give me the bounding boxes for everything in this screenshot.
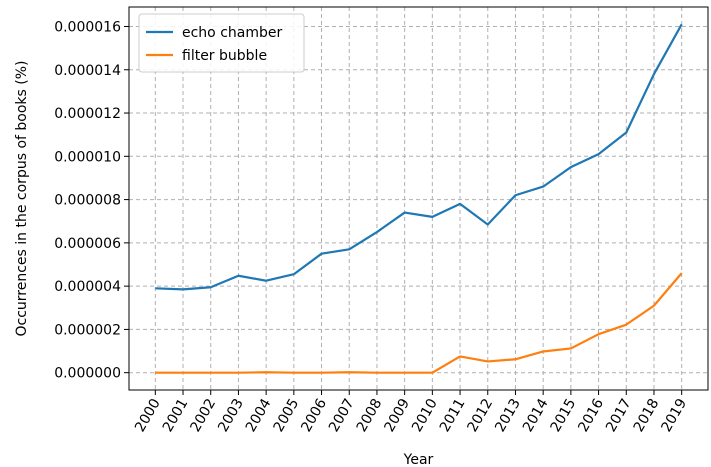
x-tick-label: 2018: [631, 396, 663, 435]
x-tick-label: 2003: [215, 396, 247, 435]
x-tick-label: 2016: [575, 396, 607, 435]
y-tick-label: 0.000002: [54, 322, 121, 338]
x-tick-label: 2000: [132, 396, 164, 435]
y-tick-label: 0.000010: [54, 149, 121, 165]
x-tick-label: 2017: [603, 396, 635, 435]
y-axis-label: Occurrences in the corpus of books (%): [14, 61, 30, 337]
y-tick-label: 0.000008: [54, 193, 121, 209]
x-tick-label: 2004: [243, 396, 275, 435]
x-tick-label: 2019: [658, 396, 690, 435]
y-tick-label: 0.000000: [54, 366, 121, 382]
y-tick-label: 0.000014: [54, 63, 121, 79]
x-tick-label: 2009: [381, 396, 413, 435]
y-tick-label: 0.000012: [54, 106, 121, 122]
x-tick-label: 2011: [437, 396, 469, 435]
series-layer: [155, 23, 683, 374]
legend: echo chamber filter bubble: [138, 13, 305, 73]
x-tick-label: 2007: [326, 396, 358, 435]
x-tick-label: 2014: [520, 396, 552, 435]
x-tick-label: 2008: [354, 396, 386, 435]
x-tick-label: 2001: [160, 396, 192, 435]
x-tick-label: 2005: [271, 396, 303, 435]
x-tick-label: 2002: [188, 396, 220, 435]
y-tick-label: 0.000006: [54, 236, 121, 252]
y-tick-label: 0.000004: [54, 279, 121, 295]
plot-frame: [128, 6, 709, 391]
x-axis-ticks: 2000200120022003200420052006200720082009…: [132, 390, 690, 435]
series-line-filter-bubble: [155, 272, 683, 374]
legend-box: [138, 13, 305, 73]
x-tick-label: 2006: [298, 396, 330, 435]
y-tick-label: 0.000016: [54, 19, 121, 35]
x-tick-label: 2015: [548, 396, 580, 435]
x-tick-label: 2012: [465, 396, 497, 435]
x-tick-label: 2013: [492, 396, 524, 435]
x-tick-label: 2010: [409, 396, 441, 435]
x-axis-label: Year: [403, 452, 434, 467]
legend-label: filter bubble: [182, 48, 267, 64]
legend-label: echo chamber: [182, 25, 282, 41]
y-axis-ticks: 0.000000 0.000002 0.000004 0.000006 0.000008…: [54, 19, 129, 382]
series-line-echo-chamber: [155, 23, 683, 291]
